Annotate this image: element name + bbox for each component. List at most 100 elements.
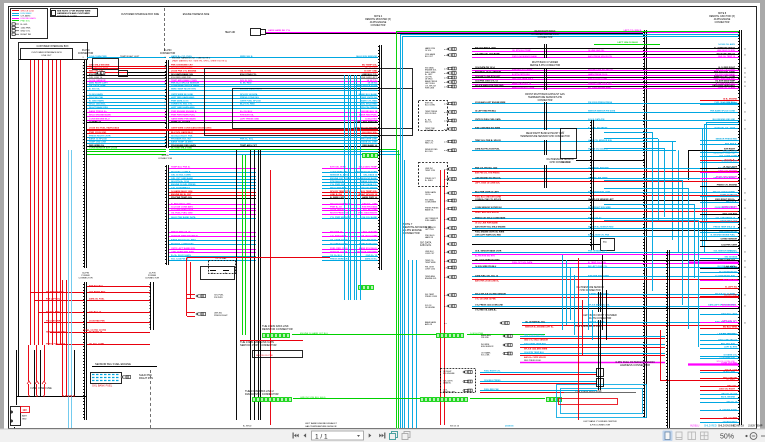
svg-text:CKT DATA CYL: CKT DATA CYL xyxy=(361,183,377,186)
svg-text:o o: o o xyxy=(444,200,447,202)
svg-text:REAR RIGHT BANK: REAR RIGHT BANK xyxy=(534,30,555,33)
svg-text:CONN 1234 INJ: CONN 1234 INJ xyxy=(722,205,738,208)
svg-text:J1939 LINK SPLICE: J1939 LINK SPLICE xyxy=(718,339,738,341)
svg-text:SHLD RED: SHLD RED xyxy=(704,425,717,428)
svg-text:LEFT BANK FRONT CYLINDER: LEFT BANK FRONT CYLINDER xyxy=(583,314,617,317)
svg-text:HARN PWR 16: HARN PWR 16 xyxy=(362,196,378,199)
svg-text:WIRE TEMP RIGHT RTN: WIRE TEMP RIGHT RTN xyxy=(171,89,196,91)
svg-text:o o: o o xyxy=(444,169,447,171)
svg-text:RED LINK PIN: RED LINK PIN xyxy=(723,377,737,379)
svg-text:B- RED SHLD LINK: B- RED SHLD LINK xyxy=(171,203,191,205)
svg-text:3: 3 xyxy=(165,109,166,111)
svg-text:14 HARN SHLD 1234: 14 HARN SHLD 1234 xyxy=(171,190,193,193)
svg-text:RED BANK 16: RED BANK 16 xyxy=(362,144,377,147)
svg-text:1234 PNK J1939 CYL 14: 1234 PNK J1939 CYL 14 xyxy=(475,79,499,82)
svg-text:3: 3 xyxy=(83,95,84,97)
svg-text:6-PIN FUEL FILTER EXTENSION: 6-PIN FUEL FILTER EXTENSION xyxy=(615,360,654,364)
svg-text:TEMP AWG CKT: TEMP AWG CKT xyxy=(240,144,258,147)
svg-text:LINK PIN INJ: LINK PIN INJ xyxy=(724,266,738,268)
svg-text:FUEL BLU GND EXH CONN: FUEL BLU GND EXH CONN xyxy=(475,197,502,199)
svg-text:3: 3 xyxy=(165,134,166,136)
svg-text:SPLICE RED: SPLICE RED xyxy=(425,113,437,115)
svg-text:B- ENGINE ENGINE FUEL: B- ENGINE ENGINE FUEL xyxy=(711,234,736,236)
svg-text:1234 PNK: 1234 PNK xyxy=(21,27,32,29)
svg-text:INJ SENSOR RED: INJ SENSOR RED xyxy=(46,291,64,293)
svg-text:ENGINE DATA RIGHT: ENGINE DATA RIGHT xyxy=(240,88,263,91)
svg-text:SHLD 1234 SOL: SHLD 1234 SOL xyxy=(89,103,106,106)
svg-text:REMOTE MOUNTED [X]: REMOTE MOUNTED [X] xyxy=(365,19,391,21)
svg-text:BLU PWR CNTR 16 LEFT: BLU PWR CNTR 16 LEFT xyxy=(475,191,500,193)
svg-text:OIL BLU CONN: OIL BLU CONN xyxy=(361,235,377,237)
svg-text:RTN EXH OIL: RTN EXH OIL xyxy=(240,115,255,117)
svg-text:POWER: POWER xyxy=(81,275,90,277)
svg-text:SHLD EXH SENSOR: SHLD EXH SENSOR xyxy=(356,56,377,58)
svg-text:INJ LINK FUEL: INJ LINK FUEL xyxy=(362,239,378,241)
svg-text:LINK SHLD 18 EXH: LINK SHLD 18 EXH xyxy=(717,50,736,52)
svg-text:CONN SENSOR 18 PWR INJ: CONN SENSOR 18 PWR INJ xyxy=(475,207,502,209)
svg-text:LINK SPLICE 14 RIGHT: LINK SPLICE 14 RIGHT xyxy=(713,176,736,179)
svg-text:INJ LEFT J1939 CYL: INJ LEFT J1939 CYL xyxy=(588,266,608,268)
svg-text:TEMPERATURE SENSOR 5-PIN: TEMPERATURE SENSOR 5-PIN xyxy=(528,96,562,99)
svg-text:RIGHT BANK EXH: RIGHT BANK EXH xyxy=(89,106,108,109)
svg-text:GXL 16 SOL CONN: GXL 16 SOL CONN xyxy=(171,175,191,177)
svg-text:LEFT PRESS GND: LEFT PRESS GND xyxy=(240,119,259,121)
svg-text:21: 21 xyxy=(744,236,746,238)
svg-text:NOTE 7: NOTE 7 xyxy=(403,222,413,226)
svg-text:SIG HARN BANK SIG: SIG HARN BANK SIG xyxy=(171,73,193,76)
svg-text:GXL DATA 16: GXL DATA 16 xyxy=(363,174,378,177)
svg-text:LEFT FUEL: LEFT FUEL xyxy=(425,83,435,85)
svg-text:SIG BLU RIGHT PNK: SIG BLU RIGHT PNK xyxy=(171,136,193,138)
svg-text:o o: o o xyxy=(444,55,447,57)
svg-text:SIG 16 DATA: SIG 16 DATA xyxy=(724,255,737,258)
svg-text:LEFT GND HARN AWG: LEFT GND HARN AWG xyxy=(171,106,195,109)
svg-text:14 EXH PWR: 14 EXH PWR xyxy=(470,333,484,335)
svg-text:3: 3 xyxy=(165,147,166,149)
svg-text:(PART MARKED KIT / SEE PN, SPE: (PART MARKED KIT / SEE PN, SPEC, SHEET N… xyxy=(172,60,227,63)
svg-text:12V: 12V xyxy=(23,409,28,412)
svg-text:SENSOR B+ ENGINE LEFT B+: SENSOR B+ ENGINE LEFT B+ xyxy=(525,327,554,329)
svg-text:B- INJ RED: B- INJ RED xyxy=(240,82,252,84)
svg-text:CYL PWR OIL: CYL PWR OIL xyxy=(330,184,345,186)
svg-text:21: 21 xyxy=(744,77,746,79)
svg-text:PRESS WIRE CKT: PRESS WIRE CKT xyxy=(330,258,350,260)
svg-text:TEMPERATURE SENSOR 5-PIN CONNE: TEMPERATURE SENSOR 5-PIN CONNECTOR xyxy=(520,135,570,138)
svg-text:PRESS FUEL DATA: PRESS FUEL DATA xyxy=(46,342,66,345)
svg-text:LEFT BANK ENGINE EXHAUST: LEFT BANK ENGINE EXHAUST xyxy=(305,422,337,425)
svg-text:RED PRESS FUEL: RED PRESS FUEL xyxy=(524,360,542,362)
svg-text:AWG HARN TEMP RTN: AWG HARN TEMP RTN xyxy=(524,342,546,345)
svg-text:SHLD ENGINE: SHLD ENGINE xyxy=(718,425,735,428)
svg-text:GXL CKT GND BANK: GXL CKT GND BANK xyxy=(171,177,193,180)
svg-text:SOL LINK: SOL LINK xyxy=(481,354,490,356)
svg-text:LINK LEFT HARN GXL RED: LINK LEFT HARN GXL RED xyxy=(475,233,502,236)
svg-text:o o: o o xyxy=(444,112,447,114)
svg-text:CONNECTOR: CONNECTOR xyxy=(158,158,172,160)
svg-text:SIG BANK: SIG BANK xyxy=(425,129,435,132)
svg-text:SHLD PNK BANK DATA: SHLD PNK BANK DATA xyxy=(171,216,196,219)
svg-text:BANK J1939 CYL PNK: BANK J1939 CYL PNK xyxy=(588,233,610,236)
svg-text:PNK 18 ENGINE CKT: PNK 18 ENGINE CKT xyxy=(171,64,193,66)
svg-text:o o: o o xyxy=(444,150,447,152)
svg-text:DATA GXL CYL: DATA GXL CYL xyxy=(722,319,738,322)
svg-text:DATA WIRE HARN AWG: DATA WIRE HARN AWG xyxy=(712,84,735,87)
svg-text:18 PNK CONN J1939: 18 PNK CONN J1939 xyxy=(171,66,193,68)
svg-text:CONNECTOR: CONNECTOR xyxy=(538,37,553,39)
svg-text:14 CONN WIRE DATA: 14 CONN WIRE DATA xyxy=(171,208,194,211)
svg-text:18 OIL LINK PWR BANK: 18 OIL LINK PWR BANK xyxy=(475,222,498,225)
svg-text:B+ SHLD: B+ SHLD xyxy=(727,379,736,381)
svg-text:POWER: POWER xyxy=(148,275,157,277)
svg-text:RIGHT AWG RED EXH B+: RIGHT AWG RED EXH B+ xyxy=(475,211,500,214)
svg-text:J1939 GND B-: J1939 GND B- xyxy=(330,209,345,211)
svg-text:50%: 50% xyxy=(720,433,734,440)
svg-text:CUSTOMER INTERFACE BOX SIDE: CUSTOMER INTERFACE BOX SIDE xyxy=(121,13,160,16)
svg-text:SENSOR B- AWG: SENSOR B- AWG xyxy=(330,174,348,177)
svg-text:AWG RIGHT SOL SHLD ENGINE: AWG RIGHT SOL SHLD ENGINE xyxy=(475,225,506,228)
svg-text:LINK GND LEFT: LINK GND LEFT xyxy=(360,77,377,79)
svg-text:HARN CYL SENSOR EXH: HARN CYL SENSOR EXH xyxy=(588,139,613,142)
svg-text:REMOTE JUNCTION [X]: REMOTE JUNCTION [X] xyxy=(709,16,735,18)
svg-text:THE J1939 DATA LINK: THE J1939 DATA LINK xyxy=(575,389,602,393)
svg-text:B- LEFT INJ: B- LEFT INJ xyxy=(725,286,738,288)
svg-text:FUSE: FUSE xyxy=(39,388,46,390)
svg-text:TEMP BLU PNK B-: TEMP BLU PNK B- xyxy=(171,166,191,168)
svg-text:21: 21 xyxy=(744,200,746,202)
svg-text:EXH SENSOR: EXH SENSOR xyxy=(481,346,494,348)
